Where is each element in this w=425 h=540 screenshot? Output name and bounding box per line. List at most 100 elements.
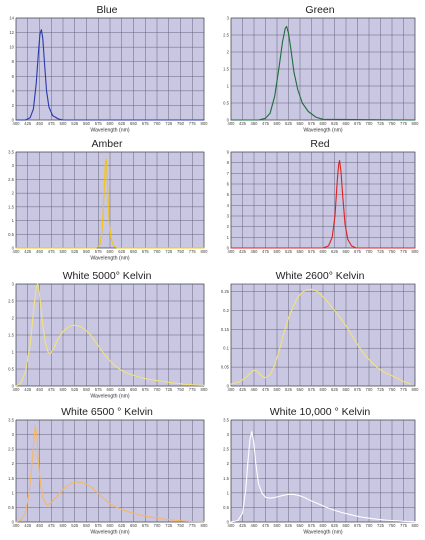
x-tick-label: 425	[239, 121, 247, 126]
y-tick-label: 3	[12, 432, 15, 437]
x-tick-label: 625	[331, 387, 339, 392]
x-tick-label: 750	[389, 249, 397, 254]
x-tick-label: 800	[201, 387, 209, 392]
x-tick-label: 400	[13, 523, 21, 528]
x-tick-label: 775	[189, 387, 197, 392]
y-tick-label: 6	[227, 182, 230, 187]
y-tick-label: 3	[227, 16, 230, 21]
x-tick-label: 475	[48, 387, 56, 392]
x-tick-label: 525	[71, 523, 79, 528]
x-tick-label: 600	[107, 523, 115, 528]
x-tick-label: 775	[400, 121, 408, 126]
x-tick-label: 650	[343, 249, 351, 254]
y-tick-label: 0	[12, 520, 15, 525]
x-tick-label: 525	[285, 387, 293, 392]
x-tick-label: 650	[343, 523, 351, 528]
x-tick-label: 450	[36, 387, 44, 392]
x-tick-label: 675	[142, 249, 150, 254]
y-tick-label: 6	[12, 74, 15, 79]
x-tick-label: 575	[308, 523, 316, 528]
y-tick-label: 1.5	[223, 67, 229, 72]
x-tick-label: 525	[285, 121, 293, 126]
x-tick-label: 475	[48, 249, 56, 254]
y-tick-label: 1.5	[8, 476, 14, 481]
y-tick-label: 0	[227, 384, 230, 389]
y-tick-label: 2	[227, 224, 230, 229]
x-axis-label: Wavelength (nm)	[90, 128, 130, 134]
y-tick-label: 3	[12, 163, 15, 168]
x-tick-label: 625	[118, 121, 126, 126]
x-tick-label: 425	[24, 387, 32, 392]
x-tick-label: 425	[24, 249, 32, 254]
y-tick-label: 0.5	[223, 505, 229, 510]
y-tick-label: 1	[12, 218, 15, 223]
y-tick-label: 2	[227, 461, 230, 466]
x-tick-label: 725	[377, 387, 385, 392]
x-tick-label: 475	[48, 121, 56, 126]
x-tick-label: 450	[251, 387, 259, 392]
y-tick-label: 2.5	[8, 447, 14, 452]
x-tick-label: 400	[13, 387, 21, 392]
y-tick-label: 0	[12, 118, 15, 123]
y-tick-label: 1	[12, 490, 15, 495]
x-tick-label: 450	[36, 249, 44, 254]
y-tick-label: 3.5	[8, 150, 14, 155]
x-tick-label: 550	[297, 249, 305, 254]
x-tick-label: 725	[377, 249, 385, 254]
y-tick-label: 3	[227, 214, 230, 219]
x-tick-label: 775	[189, 523, 197, 528]
x-tick-label: 575	[95, 121, 103, 126]
x-tick-label: 675	[354, 121, 362, 126]
x-tick-label: 725	[165, 387, 173, 392]
spectrum-line	[230, 431, 416, 523]
x-tick-label: 550	[83, 387, 91, 392]
y-tick-label: 0.2	[223, 308, 229, 313]
chart-panel-amber: Amber 400 425 450 475 500 525 550 575 600 625 650 6…	[4, 138, 210, 262]
x-tick-label: 700	[366, 249, 374, 254]
plot-area: 400 425 450 475 500 525 550 575 600 625 650 675 700 7…	[227, 150, 420, 255]
y-tick-label: 10	[9, 45, 14, 50]
y-tick-label: 4	[227, 203, 230, 208]
x-tick-label: 575	[308, 121, 316, 126]
x-tick-label: 750	[389, 387, 397, 392]
x-tick-label: 550	[297, 121, 305, 126]
x-axis-label: Wavelength (nm)	[90, 394, 130, 400]
y-tick-label: 1	[227, 490, 230, 495]
y-tick-label: 0	[227, 246, 230, 251]
spectrum-line	[15, 29, 205, 121]
x-tick-label: 750	[177, 249, 185, 254]
x-axis-label: Wavelength (nm)	[303, 128, 343, 134]
x-tick-label: 400	[228, 523, 236, 528]
x-tick-label: 775	[400, 523, 408, 528]
y-tick-label: 2.5	[8, 299, 14, 304]
x-tick-label: 450	[251, 523, 259, 528]
x-tick-label: 475	[262, 387, 270, 392]
spectrum-line	[230, 25, 416, 121]
x-tick-label: 700	[366, 387, 374, 392]
y-tick-label: 1.5	[8, 333, 14, 338]
chart-title: Red	[310, 138, 330, 150]
plot-area: 400 425 450 475 500 525 550 575 600 625 650 675 700 7…	[9, 16, 208, 134]
x-tick-label: 700	[366, 121, 374, 126]
x-tick-label: 475	[262, 249, 270, 254]
x-tick-label: 450	[251, 121, 259, 126]
x-tick-label: 475	[262, 121, 270, 126]
x-tick-label: 575	[308, 387, 316, 392]
x-tick-label: 475	[48, 523, 56, 528]
x-tick-label: 450	[36, 121, 44, 126]
y-tick-label: 0.15	[221, 327, 230, 332]
x-tick-label: 450	[251, 249, 259, 254]
x-tick-label: 425	[24, 121, 32, 126]
x-tick-label: 650	[130, 249, 138, 254]
x-tick-label: 800	[412, 249, 420, 254]
y-tick-label: 5	[227, 192, 230, 197]
x-tick-label: 725	[165, 249, 173, 254]
y-tick-label: 0	[12, 246, 15, 251]
chart-panel-white-2600k: White 2600° Kelvin 400 425 450 475 500 525 550…	[219, 270, 421, 400]
plot-area: 400 425 450 475 500 525 550 575 600 625 650 675 700 7…	[223, 418, 419, 536]
x-tick-label: 600	[320, 523, 328, 528]
x-tick-label: 550	[83, 121, 91, 126]
x-tick-label: 625	[118, 249, 126, 254]
x-tick-label: 675	[354, 387, 362, 392]
x-tick-label: 575	[95, 523, 103, 528]
